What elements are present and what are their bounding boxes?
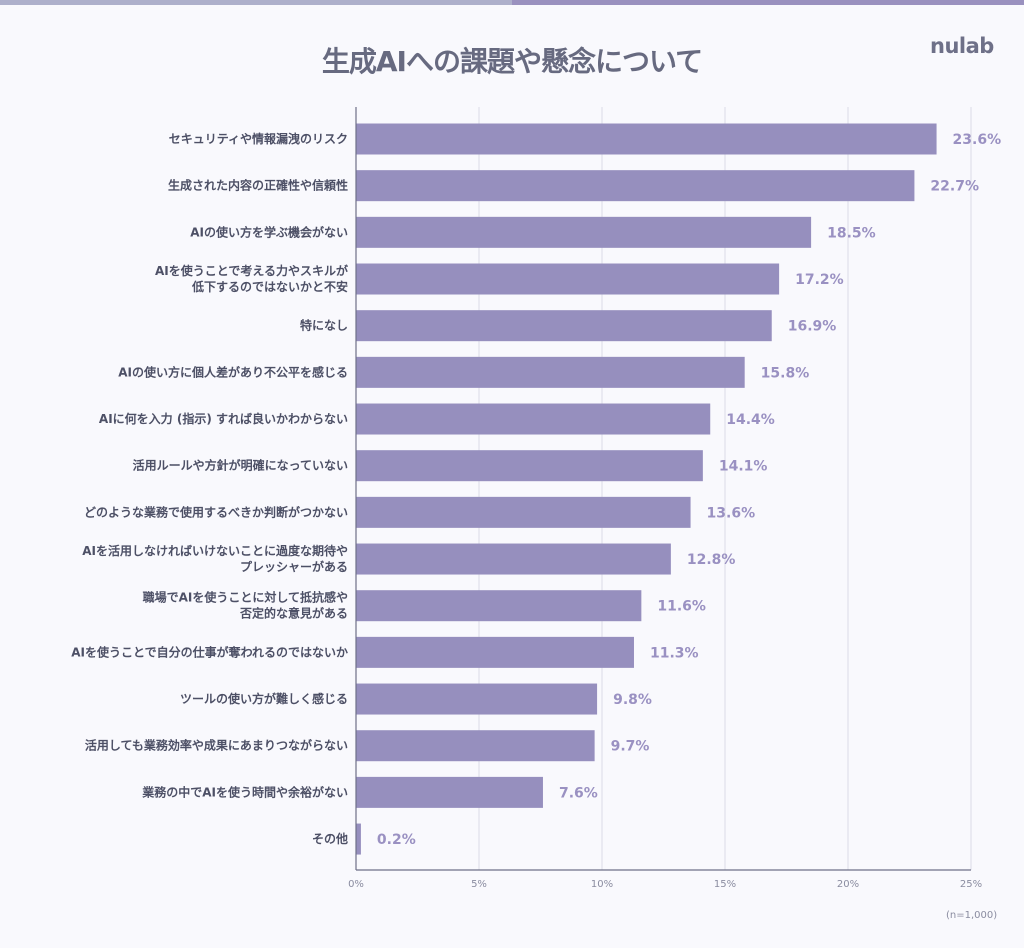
- value-label: 9.7%: [611, 739, 650, 755]
- category-label: その他: [312, 831, 348, 846]
- category-label: どのような業務で使用するべきか判断がつかない: [84, 504, 348, 519]
- category-label: 職場でAIを使うことに対して抵抗感や: [143, 590, 348, 605]
- bar: [356, 403, 711, 435]
- value-label: 12.8%: [687, 552, 736, 568]
- bar: [356, 450, 703, 482]
- value-label: 0.2%: [377, 832, 416, 848]
- category-label: プレッシャーがある: [240, 559, 348, 574]
- bar: [356, 496, 691, 528]
- category-label: 活用ルールや方針が明確になっていない: [133, 458, 348, 473]
- bar: [356, 543, 671, 575]
- category-label: AIを使うことで考える力やスキルが: [155, 263, 348, 278]
- value-label: 18.5%: [827, 225, 876, 241]
- value-label: 11.3%: [650, 645, 699, 661]
- top-strip-left: [0, 0, 512, 5]
- bar: [356, 683, 598, 715]
- bar: [356, 356, 745, 388]
- x-tick-label: 25%: [960, 879, 982, 890]
- value-label: 11.6%: [657, 599, 706, 615]
- category-label: 業務の中でAIを使う時間や余裕がない: [141, 784, 348, 799]
- nulab-logo: nulab: [930, 34, 994, 58]
- bar: [356, 216, 812, 248]
- category-label: 生成された内容の正確性や信頼性: [168, 178, 348, 193]
- value-label: 17.2%: [795, 272, 844, 288]
- bar: [356, 263, 780, 295]
- category-label: AIに何を入力 (指示) すれば良いかわからない: [99, 411, 348, 426]
- value-label: 9.8%: [613, 692, 652, 708]
- sample-size-note: (n=1,000): [946, 910, 998, 921]
- x-tick-label: 10%: [591, 879, 613, 890]
- bar: [356, 776, 543, 808]
- category-label: 低下するのではないかと不安: [191, 279, 348, 294]
- bar: [356, 730, 595, 762]
- value-label: 14.4%: [726, 412, 775, 428]
- bar: [356, 123, 937, 155]
- chart-title: 生成AIへの課題や懸念について: [321, 45, 703, 78]
- category-label: セキュリティや情報漏洩のリスク: [169, 131, 348, 146]
- value-label: 22.7%: [930, 179, 979, 195]
- category-label: AIの使い方に個人差があり不公平を感じる: [118, 364, 348, 379]
- value-label: 13.6%: [707, 505, 756, 521]
- x-tick-label: 15%: [714, 879, 736, 890]
- category-label: ツールの使い方が難しく感じる: [180, 691, 348, 706]
- value-label: 16.9%: [788, 319, 837, 335]
- value-label: 23.6%: [953, 132, 1002, 148]
- x-tick-label: 20%: [837, 879, 859, 890]
- x-tick-label: 5%: [471, 879, 487, 890]
- category-label: AIを活用しなければいけないことに過度な期待や: [82, 543, 348, 558]
- category-label: 活用しても業務効率や成果にあまりつながらない: [85, 738, 348, 753]
- category-label: AIを使うことで自分の仕事が奪われるのではないか: [71, 644, 348, 659]
- top-strip-right: [512, 0, 1024, 5]
- x-tick-label: 0%: [348, 879, 364, 890]
- value-label: 7.6%: [559, 785, 598, 801]
- bar: [356, 590, 642, 622]
- value-label: 15.8%: [761, 365, 810, 381]
- category-label: 否定的な意見がある: [239, 606, 348, 621]
- value-label: 14.1%: [719, 459, 768, 475]
- bar: [356, 310, 772, 342]
- bar: [356, 170, 915, 202]
- bar: [356, 823, 361, 855]
- category-label: AIの使い方を学ぶ機会がない: [190, 224, 348, 239]
- category-label: 特になし: [300, 318, 348, 333]
- bar: [356, 636, 634, 668]
